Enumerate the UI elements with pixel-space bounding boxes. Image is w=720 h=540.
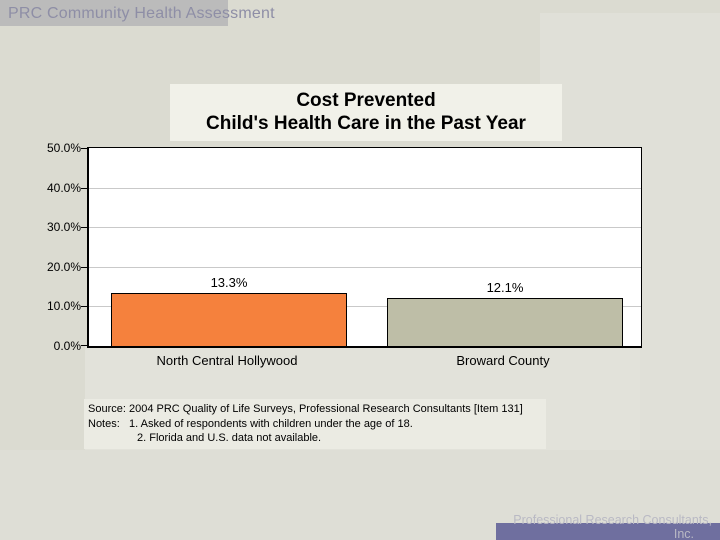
note-text-2: 2. Florida and U.S. data not available. [137, 432, 322, 444]
gridline [89, 306, 641, 308]
y-tick-label: 50.0% [46, 141, 81, 155]
x-axis-label-broward-county: Broward County [456, 353, 550, 368]
source-text: 2004 PRC Quality of Life Surveys, Profes… [129, 403, 523, 415]
y-tick-label: 20.0% [46, 259, 81, 274]
chart-title: Cost Prevented Child's Health Care in th… [170, 84, 562, 141]
gridline [89, 227, 641, 229]
chart-title-line-1: Cost Prevented [296, 90, 436, 111]
source-label: Source: [88, 403, 126, 415]
plot-area: 50.0% 40.0% 30.0% 20.0% 10.0% 0.0% 13.3% 12.1% [47, 141, 642, 353]
y-tick-mark [81, 266, 87, 268]
gridline [89, 187, 641, 189]
footer-line-1: Professional Research Consultants, [513, 513, 712, 527]
note-row-1: Notes: 1. Asked of respondents with chil… [88, 417, 542, 432]
y-tick-mark [81, 148, 87, 149]
y-tick-mark [81, 187, 87, 189]
y-tick-mark [81, 306, 87, 308]
notes-label: Notes: [88, 417, 120, 430]
header-bar [0, 0, 228, 26]
bar-broward-county [387, 298, 623, 346]
bar-north-central-hollywood [111, 293, 347, 346]
y-tick-mark [81, 345, 87, 346]
chart-notes: Source: 2004 PRC Quality of Life Surveys… [84, 399, 546, 449]
gridline [89, 266, 641, 268]
chart-title-line-2: Child's Health Care in the Past Year [206, 113, 526, 134]
footer-band [496, 523, 720, 540]
footer-line-2: Inc. [673, 527, 694, 540]
y-tick-label: 40.0% [46, 180, 81, 195]
y-tick-mark [81, 227, 87, 229]
slide-header-title: PRC Community Health Assessment [8, 5, 275, 22]
note-row-2: 2. Florida and U.S. data not available. [88, 431, 542, 446]
bar-value-label: 13.3% [210, 275, 248, 290]
x-axis-label-north-central-hollywood: North Central Hollywood [156, 353, 298, 368]
y-tick-label: 30.0% [46, 220, 81, 235]
notes-label-spacer [88, 431, 129, 446]
footer-text: Professional Research Consultants, Inc. [513, 513, 712, 540]
y-tick-label: 0.0% [53, 339, 81, 353]
note-text-1: 1. Asked of respondents with children un… [129, 417, 413, 430]
source-row: Source: 2004 PRC Quality of Life Surveys… [88, 402, 542, 417]
y-tick-label: 10.0% [46, 299, 81, 314]
bar-value-label: 12.1% [486, 280, 524, 295]
